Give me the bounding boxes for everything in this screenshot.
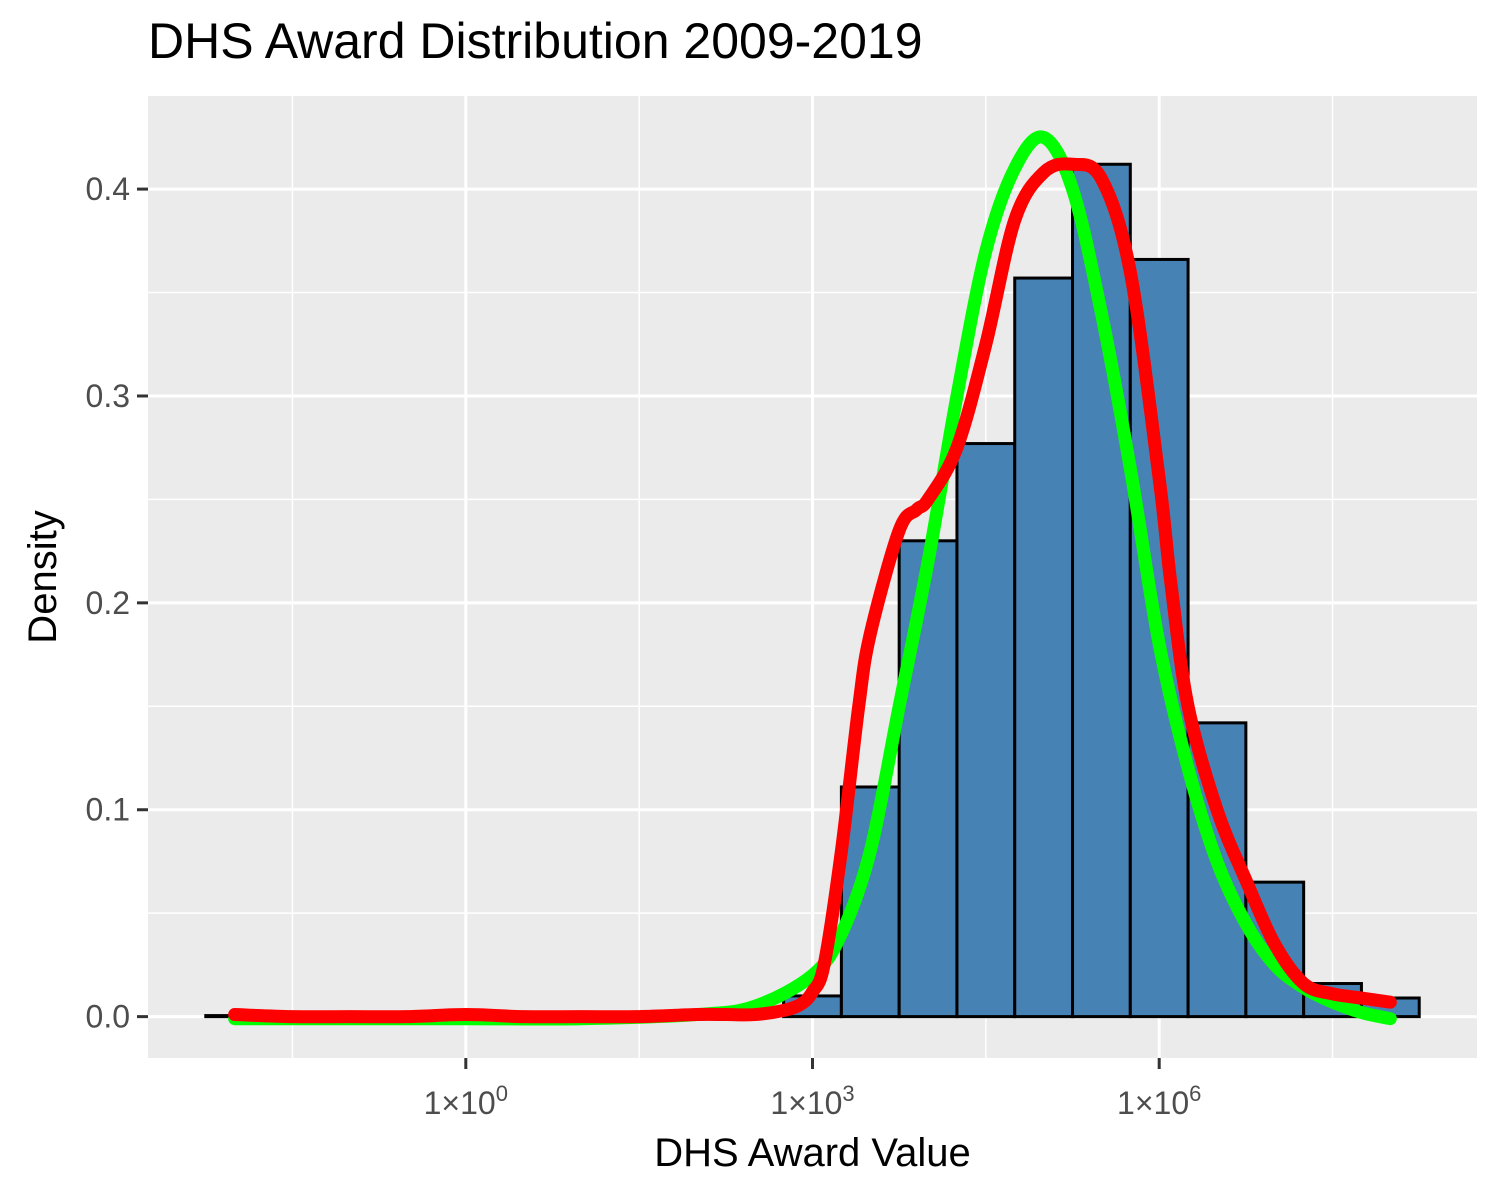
y-tick-label: 0.4 xyxy=(86,171,130,207)
y-tick-label: 0.2 xyxy=(86,585,130,621)
x-axis-title: DHS Award Value xyxy=(654,1131,970,1175)
histogram-bars xyxy=(204,162,1421,1019)
x-tick-label: 1×100 xyxy=(424,1081,508,1121)
y-tick-label: 0.3 xyxy=(86,378,130,414)
histogram-bar xyxy=(955,442,1017,1019)
y-tick-label: 0.1 xyxy=(86,792,130,828)
y-axis-title: Density xyxy=(21,510,65,643)
x-tick-label: 1×103 xyxy=(770,1081,854,1121)
density-curves xyxy=(228,130,1397,1026)
histogram-bar xyxy=(1013,276,1075,1019)
histogram-bar xyxy=(897,539,959,1019)
y-tick-label: 0.0 xyxy=(86,999,130,1035)
x-tick-label: 1×106 xyxy=(1117,1081,1201,1121)
axes: 0.0 0.1 0.2 0.3 0.4 1×100 1×103 1×106 xyxy=(86,171,1202,1121)
kernel-density-line xyxy=(228,157,1397,1024)
chart-title: DHS Award Distribution 2009-2019 xyxy=(148,13,923,69)
